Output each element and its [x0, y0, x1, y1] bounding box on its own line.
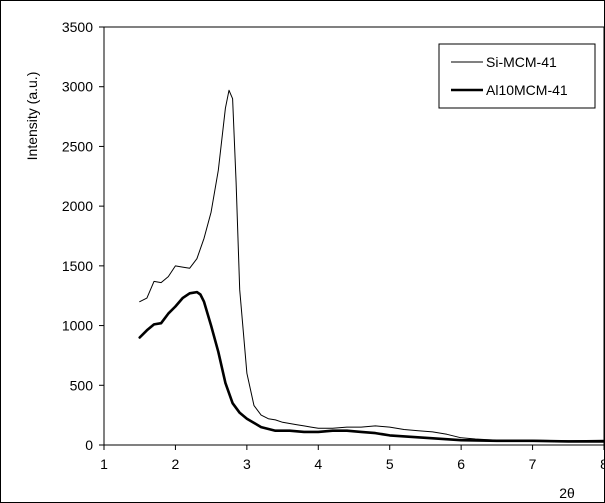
- y-tick-label: 1500: [62, 258, 93, 274]
- y-axis-title: Intensity (a.u.): [24, 72, 40, 161]
- y-tick-label: 3500: [62, 19, 93, 35]
- x-axis-ticks: 1 2 3 4 5 6 7 8: [100, 445, 605, 472]
- x-tick-label: 3: [243, 456, 251, 472]
- series-line-al10mcm-41: [138, 290, 605, 443]
- x-tick-label: 5: [386, 456, 394, 472]
- x-tick-label: 7: [529, 456, 537, 472]
- series-layer: [138, 89, 605, 443]
- legend-label-al10mcm-41: Al10MCM-41: [486, 82, 568, 98]
- legend: Si-MCM-41 Al10MCM-41: [438, 43, 596, 109]
- plot-area-frame: [103, 26, 605, 446]
- x-axis-title: 2θ: [559, 485, 575, 501]
- y-tick-label: 500: [70, 377, 94, 393]
- x-tick-label: 6: [457, 456, 465, 472]
- y-tick-label: 0: [85, 437, 93, 453]
- x-tick-label: 1: [100, 456, 108, 472]
- x-tick-label: 2: [172, 456, 180, 472]
- x-tick-label: 4: [314, 456, 322, 472]
- y-axis-ticks: 0 500 1000 1500 2000 2500 3000 3500: [62, 19, 104, 453]
- legend-box: [438, 43, 596, 109]
- x-tick-label: 8: [600, 456, 605, 472]
- y-tick-label: 2500: [62, 138, 93, 154]
- legend-label-si-mcm-41: Si-MCM-41: [486, 54, 557, 70]
- series-line-si-mcm-41: [139, 89, 605, 442]
- y-tick-label: 3000: [62, 79, 93, 95]
- y-tick-label: 2000: [62, 198, 93, 214]
- y-tick-label: 1000: [62, 318, 93, 334]
